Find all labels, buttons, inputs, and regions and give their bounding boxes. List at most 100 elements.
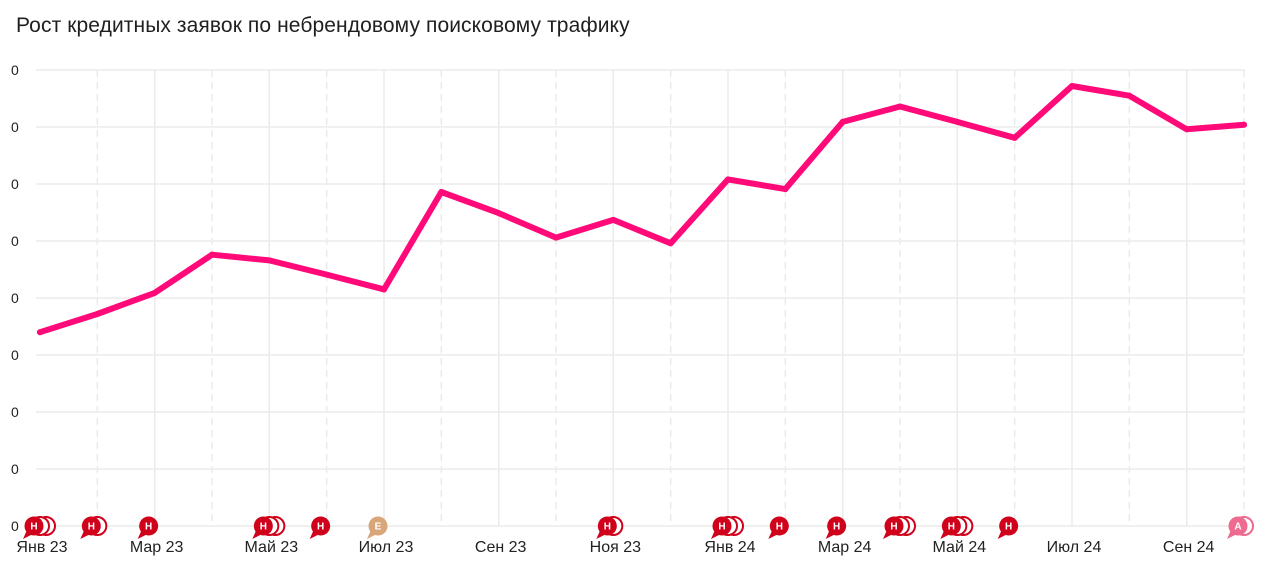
event-flag-tail bbox=[997, 530, 1008, 539]
event-flag[interactable]: Н bbox=[137, 516, 159, 540]
event-flag-badge bbox=[311, 516, 331, 536]
x-tick-label: Ноя 23 bbox=[590, 539, 641, 556]
event-flag[interactable]: Н bbox=[883, 516, 916, 540]
grid-lines bbox=[36, 69, 1245, 527]
event-flag-badge bbox=[941, 516, 961, 536]
event-flag[interactable]: Н bbox=[596, 516, 624, 540]
event-flag-tail bbox=[711, 530, 721, 539]
x-tick-label: Янв 24 bbox=[704, 539, 755, 556]
data-point bbox=[1126, 92, 1133, 99]
event-flag-tail bbox=[23, 530, 33, 539]
event-flag-badge bbox=[999, 516, 1019, 536]
x-tick-label: Май 23 bbox=[245, 539, 299, 556]
data-point bbox=[1183, 126, 1190, 133]
data-point bbox=[151, 289, 158, 296]
event-flag-tail bbox=[137, 530, 148, 539]
event-flag-letter: Н bbox=[317, 522, 324, 533]
event-flag-badge bbox=[368, 516, 388, 536]
series-layer bbox=[37, 82, 1247, 336]
event-flag-badge bbox=[24, 516, 44, 536]
event-flag[interactable]: Н bbox=[80, 516, 108, 540]
event-flag-badge bbox=[827, 516, 847, 536]
event-flag[interactable]: Н bbox=[768, 516, 789, 540]
event-flag[interactable]: Н bbox=[23, 516, 56, 540]
event-flag-tail bbox=[367, 530, 377, 539]
event-flag-letter: Н bbox=[833, 522, 840, 533]
event-flag-letter: Н bbox=[604, 522, 611, 533]
x-tick-label: Мар 24 bbox=[818, 539, 872, 556]
x-axis-ticks: Янв 23 Мар 23 Май 23 Июл 23 Сен 23 Ноя 23 Янв … bbox=[16, 539, 1214, 556]
data-point bbox=[209, 251, 215, 258]
event-flag-letter: E bbox=[375, 522, 382, 533]
event-flag-badge bbox=[139, 516, 159, 536]
x-tick-label: Май 24 bbox=[933, 539, 987, 556]
event-flag[interactable]: Н bbox=[940, 516, 974, 540]
event-flag-badge bbox=[1228, 516, 1248, 536]
event-flag-tail bbox=[80, 530, 91, 539]
y-tick-label: 0 bbox=[11, 347, 19, 363]
event-flag-badge bbox=[81, 516, 101, 536]
data-point bbox=[381, 286, 387, 293]
event-flag-tail bbox=[940, 530, 951, 539]
event-flag-tail bbox=[1227, 530, 1237, 539]
x-tick-label: Сен 23 bbox=[475, 539, 527, 556]
y-axis-ticks: 0 0 0 0 0 0 0 0 0 bbox=[11, 62, 19, 534]
data-point bbox=[553, 234, 559, 241]
event-flag[interactable]: E bbox=[367, 516, 388, 540]
event-flag[interactable]: Н bbox=[309, 516, 331, 540]
data-point bbox=[667, 240, 674, 247]
event-flag-badge bbox=[769, 516, 789, 536]
event-flag-tail bbox=[825, 530, 836, 539]
data-point bbox=[438, 188, 445, 195]
x-tick-label: Сен 24 bbox=[1163, 539, 1215, 556]
event-flag[interactable]: Н bbox=[997, 516, 1019, 540]
data-point bbox=[1011, 134, 1018, 141]
data-point bbox=[266, 257, 273, 264]
event-flag-letter: Н bbox=[88, 522, 95, 533]
x-tick-label: Июл 24 bbox=[1047, 539, 1102, 556]
event-flag-letter: A bbox=[1234, 522, 1241, 533]
data-point bbox=[839, 118, 846, 125]
y-tick-label: 0 bbox=[11, 518, 19, 534]
data-point bbox=[954, 118, 961, 125]
event-flag-tail bbox=[252, 530, 263, 539]
event-flag-letter: Н bbox=[776, 522, 783, 533]
series-line bbox=[37, 83, 1247, 336]
event-flag[interactable]: Н bbox=[825, 516, 847, 540]
event-flag[interactable]: Н bbox=[711, 516, 744, 540]
event-flag-tail bbox=[768, 530, 779, 539]
event-flag-letter: Н bbox=[1005, 522, 1012, 533]
y-tick-label: 0 bbox=[11, 176, 19, 192]
data-point bbox=[1069, 82, 1075, 89]
y-tick-label: 0 bbox=[11, 62, 19, 78]
data-point bbox=[897, 103, 903, 110]
data-point bbox=[1241, 121, 1247, 128]
chart-title: Рост кредитных заявок по небрендовому по… bbox=[16, 14, 630, 37]
data-point bbox=[37, 329, 43, 336]
data-point bbox=[94, 310, 101, 317]
event-flag[interactable]: A bbox=[1227, 516, 1254, 540]
event-flag-letter: Н bbox=[30, 522, 37, 533]
event-flag-letter: Н bbox=[718, 522, 725, 533]
event-flag-tail bbox=[309, 530, 320, 539]
data-point bbox=[725, 176, 731, 183]
event-flag-badge bbox=[884, 516, 904, 536]
event-flag-letter: Н bbox=[260, 522, 267, 533]
data-point bbox=[323, 271, 330, 278]
event-flag-letter: Н bbox=[145, 522, 152, 533]
x-tick-label: Июл 23 bbox=[359, 539, 414, 556]
x-tick-label: Янв 23 bbox=[16, 539, 67, 556]
event-flag-badge bbox=[712, 516, 732, 536]
y-tick-label: 0 bbox=[11, 290, 19, 306]
data-point bbox=[782, 186, 789, 193]
event-flag-tail bbox=[883, 530, 893, 539]
event-flag[interactable]: Н bbox=[252, 516, 286, 540]
event-flag-letter: Н bbox=[948, 522, 955, 533]
x-tick-label: Мар 23 bbox=[130, 539, 184, 556]
y-tick-label: 0 bbox=[11, 404, 19, 420]
data-point bbox=[610, 216, 617, 223]
data-point bbox=[495, 210, 502, 217]
event-flag-badge bbox=[597, 516, 617, 536]
